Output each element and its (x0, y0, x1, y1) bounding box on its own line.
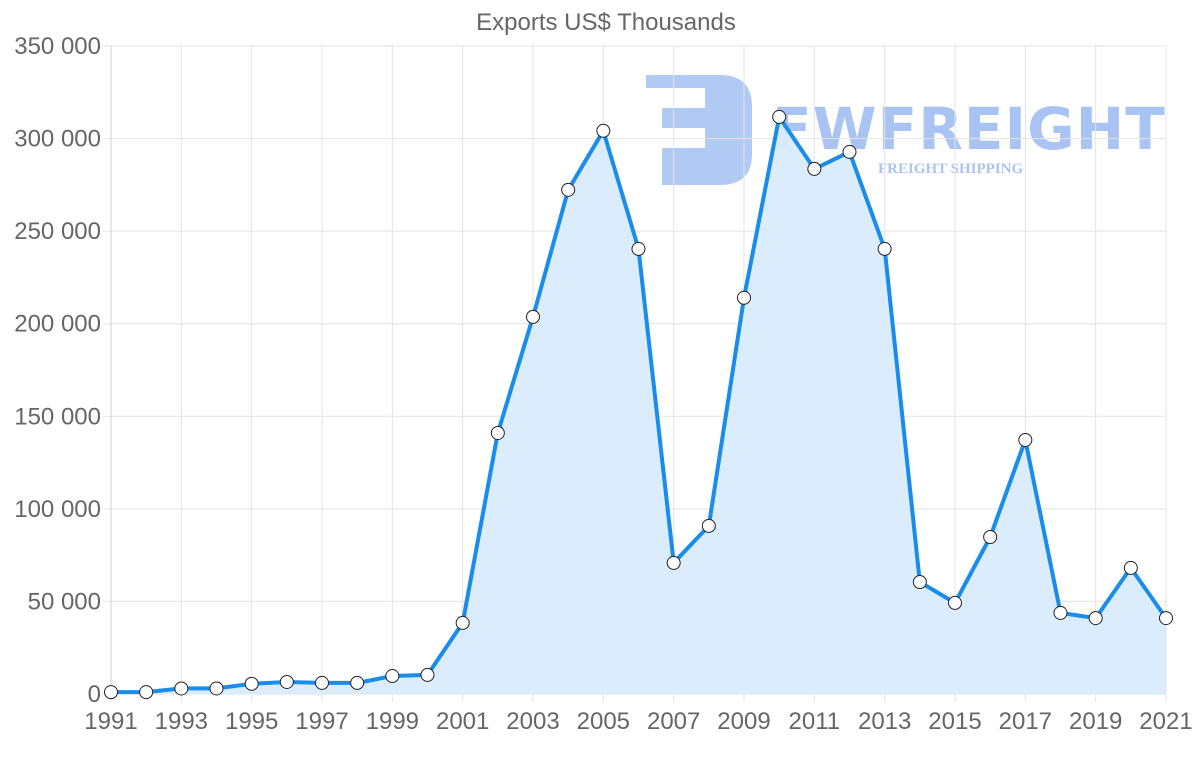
data-point[interactable] (701, 518, 716, 533)
y-tick-label: 200 000 (14, 311, 101, 338)
data-point[interactable] (420, 667, 435, 682)
data-point[interactable] (244, 676, 259, 691)
data-point[interactable] (948, 595, 962, 610)
x-tick-label: 2005 (577, 708, 630, 735)
data-point[interactable] (1159, 611, 1173, 626)
area-fill (111, 116, 1166, 694)
x-tick-label: 2021 (1139, 708, 1192, 735)
x-tick-label: 2011 (789, 708, 841, 735)
x-tick-label: 2001 (436, 708, 489, 735)
data-point[interactable] (279, 674, 294, 689)
data-point[interactable] (1123, 560, 1138, 575)
y-tick-label: 300 000 (14, 126, 101, 153)
x-tick-label: 1993 (155, 708, 208, 735)
data-point[interactable] (1053, 605, 1068, 620)
data-point[interactable] (666, 555, 681, 570)
x-tick-label: 2013 (858, 708, 911, 735)
y-tick-label: 0 (88, 681, 101, 708)
x-tick-label: 1997 (295, 708, 348, 735)
fwfreight-watermark-logo: FWFREIGHT FREIGHT SHIPPING (646, 75, 1166, 185)
data-point[interactable] (842, 144, 857, 159)
data-point[interactable] (912, 574, 927, 589)
data-point[interactable] (174, 681, 189, 696)
watermark-tagline: FREIGHT SHIPPING (878, 161, 1023, 177)
y-tick-label: 100 000 (14, 496, 101, 523)
data-point[interactable] (983, 529, 998, 544)
data-point[interactable] (561, 182, 576, 197)
data-point[interactable] (526, 309, 540, 324)
x-tick-label: 2015 (928, 708, 981, 735)
y-tick-label: 350 000 (14, 33, 101, 60)
x-tick-label: 2019 (1069, 708, 1122, 735)
watermark-brand: FWFREIGHT (772, 95, 1166, 163)
data-point[interactable] (315, 675, 329, 690)
data-points (104, 109, 1173, 700)
data-point[interactable] (1088, 611, 1103, 626)
x-axis: 1991 1993 1995 1997 1999 2001 2003 2005 2007 2009… (84, 708, 1192, 735)
data-point[interactable] (104, 685, 118, 700)
x-tick-label: 2007 (647, 708, 700, 735)
x-tick-label: 2009 (717, 708, 770, 735)
data-point[interactable] (596, 123, 611, 138)
data-point[interactable] (631, 241, 646, 256)
data-point[interactable] (807, 161, 822, 176)
data-point[interactable] (772, 109, 787, 124)
y-axis: 0 50 000 100 000 150 000 200 000 250 000 300 0… (14, 33, 101, 708)
x-tick-label: 2003 (506, 708, 559, 735)
x-tick-label: 1991 (84, 708, 137, 735)
data-point[interactable] (385, 669, 400, 684)
data-point[interactable] (209, 681, 224, 696)
data-point[interactable] (139, 685, 154, 700)
x-tick-label: 2017 (999, 708, 1052, 735)
data-point[interactable] (455, 615, 470, 630)
y-tick-label: 250 000 (14, 218, 101, 245)
data-point[interactable] (877, 241, 892, 256)
y-tick-label: 50 000 (28, 588, 101, 615)
data-point[interactable] (737, 290, 751, 305)
y-tick-label: 150 000 (14, 403, 101, 430)
x-tick-label: 1995 (225, 708, 278, 735)
data-point[interactable] (1018, 432, 1033, 447)
logo-mark-icon (646, 75, 752, 185)
data-point[interactable] (350, 675, 365, 690)
data-point[interactable] (490, 425, 505, 440)
x-tick-label: 1999 (366, 708, 419, 735)
chart-title: Exports US$ Thousands (476, 9, 736, 36)
